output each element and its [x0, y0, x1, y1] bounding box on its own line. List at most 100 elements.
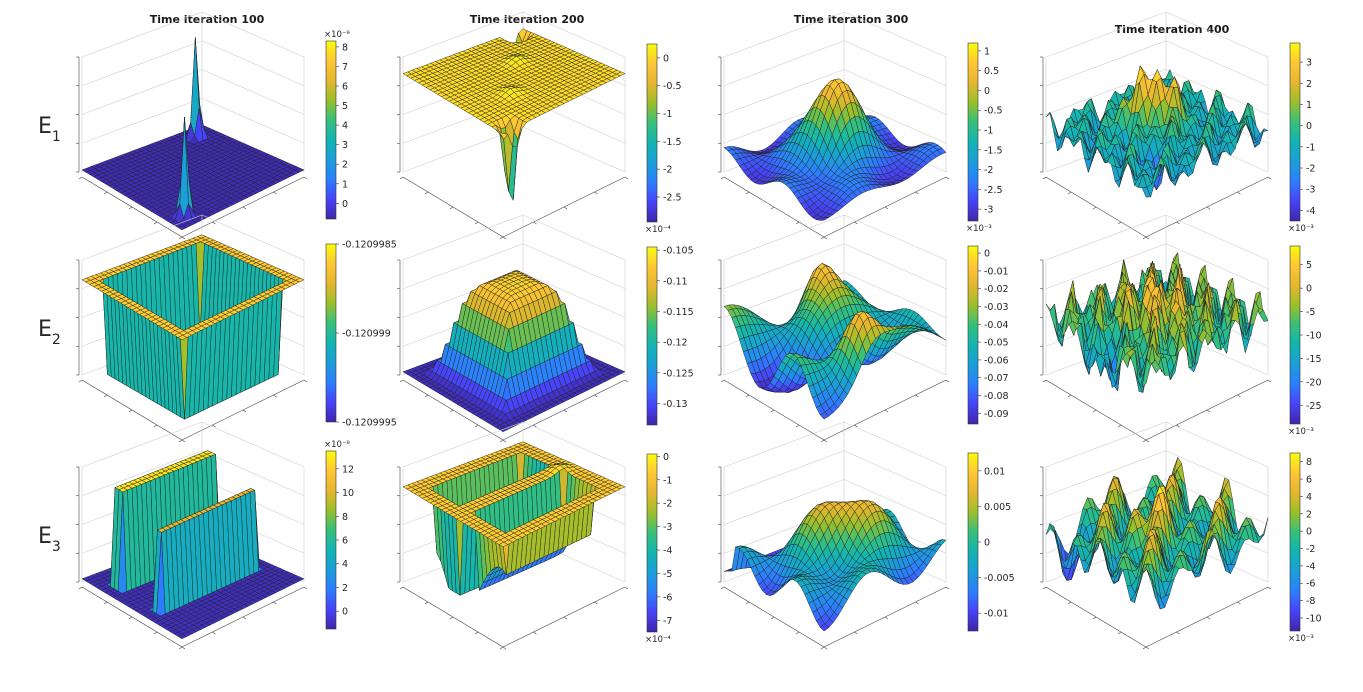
- colorbar-tick-label: -2: [663, 499, 672, 510]
- colorbar-tick-label: -2: [984, 165, 993, 176]
- colorbar-tick-label: 0: [342, 607, 348, 618]
- colorbar-tick-label: 8: [342, 512, 348, 523]
- axes-box: [81, 11, 305, 173]
- surface-mesh: [723, 263, 947, 420]
- colorbar-tick-label: 6: [342, 536, 348, 547]
- colorbar-tick-label: 8: [342, 42, 348, 53]
- colorbar-tick-label: -0.06: [984, 355, 1009, 366]
- panel-r2c1: -0.1209985 -0.120999 -0.1209995: [76, 214, 397, 443]
- colorbar-multiplier: ×10⁻³: [1288, 224, 1314, 234]
- colorbar-tick-label: -2: [663, 165, 672, 176]
- colorbar-tick-label: -2.5: [984, 185, 1003, 196]
- colorbar-tick-label: 3: [342, 140, 348, 151]
- colorbar: 0 -1 -2 -3 -4 -5 -6 -7 ×10⁻⁴: [645, 452, 672, 645]
- colorbar-tick-label: -0.120999: [342, 329, 391, 340]
- colorbar: -0.105 -0.11 -0.115 -0.12 -0.125 -0.13: [646, 246, 694, 426]
- colorbar-tick-label: -0.005: [984, 573, 1015, 584]
- colorbar-tick-label: -4: [663, 546, 672, 557]
- colorbar-tick-label: 2: [342, 160, 348, 171]
- column-title-1: Time iteration 100: [150, 13, 265, 26]
- colorbar-tick-label: -0.02: [984, 284, 1009, 295]
- colorbar: 5 0 -5 -10 -15 -20 -25 ×10⁻³: [1288, 245, 1322, 437]
- axis-lines: [718, 466, 950, 650]
- surface-mesh: [402, 28, 626, 201]
- colorbar-tick-label: -1: [984, 126, 993, 137]
- colorbar: 1 0.5 0 -0.5 -1 -1.5 -2 -2.5 -3 ×10⁻³: [966, 42, 1003, 234]
- colorbar-tick-label: 0: [984, 249, 990, 260]
- colorbar-tick-label: -0.5: [663, 81, 682, 92]
- surface-mesh: [402, 269, 626, 433]
- colorbar-tick-label: -1.5: [663, 137, 682, 148]
- colorbar: 8 6 4 2 0 -2 -4 -6 -8 -10 ×10⁻³: [1288, 452, 1322, 644]
- colorbar-tick-label: -0.105: [663, 246, 694, 257]
- colorbar-tick-label: 0.01: [984, 466, 1005, 477]
- panel-r2c3: 0 -0.01 -0.02 -0.03 -0.04 -0.05 -0.06 -0.07 -0.0…: [718, 214, 1009, 443]
- surface-mesh: [1045, 65, 1269, 198]
- colorbar-tick-label: 0.005: [984, 502, 1011, 513]
- colorbar-tick-label: -0.11: [663, 276, 688, 287]
- colorbar-tick-label: -0.13: [663, 399, 688, 410]
- colorbar-tick-label: -25: [1306, 401, 1322, 412]
- colorbar-tick-label: -2: [1306, 164, 1315, 175]
- row-label-2: E2: [38, 317, 61, 348]
- colorbar-tick-label: -3: [984, 205, 993, 216]
- panel-r3c3: 0.01 0.005 0 -0.005 -0.01: [718, 421, 1015, 650]
- colorbar-multiplier: ×10⁻³: [1288, 427, 1314, 437]
- colorbar-tick-label: 8: [1306, 457, 1312, 468]
- colorbar-tick-label: -1: [663, 109, 672, 120]
- surface-mesh: [1045, 252, 1269, 393]
- surface-mesh: [723, 500, 947, 632]
- colorbar-tick-label: -10: [1306, 331, 1322, 342]
- colorbar-tick-label: 2: [1306, 79, 1312, 90]
- colorbar-tick-label: 0: [663, 53, 669, 64]
- panel-r2c4: 5 0 -5 -10 -15 -20 -25 ×10⁻³: [1040, 214, 1322, 443]
- colorbar-tick-label: 5: [1306, 260, 1312, 271]
- colorbar-tick-label: -20: [1306, 377, 1322, 388]
- colorbar-tick-label: -8: [1306, 596, 1315, 607]
- colorbar-multiplier: ×10⁻³: [966, 224, 992, 234]
- surface-mesh: [81, 234, 305, 420]
- colorbar-tick-label: 2: [342, 583, 348, 594]
- colorbar-tick-label: -2.5: [663, 192, 682, 203]
- colorbar-tick-label: -5: [663, 569, 672, 580]
- colorbar: 12 10 8 6 4 2 0 ×10⁻⁹: [324, 440, 354, 630]
- axis-lines: [397, 466, 629, 650]
- colorbar-tick-label: -0.05: [984, 338, 1009, 349]
- colorbar-tick-label: 1: [1306, 100, 1312, 111]
- panel-r3c1: 12 10 8 6 4 2 0 ×10⁻⁹: [76, 421, 354, 650]
- colorbar-tick-label: 7: [342, 62, 348, 73]
- axis-lines: [718, 259, 950, 443]
- colorbar-tick-label: 6: [1306, 475, 1312, 486]
- colorbar: -0.1209985 -0.120999 -0.1209995: [325, 240, 397, 429]
- colorbar-tick-label: 4: [342, 559, 348, 570]
- axis-lines: [397, 56, 629, 240]
- colorbar-tick-label: -1.5: [984, 145, 1003, 156]
- colorbar-tick-label: -0.12: [663, 338, 688, 349]
- colorbar-tick-label: -0.09: [984, 409, 1009, 420]
- colorbar-tick-label: -5: [1306, 307, 1315, 318]
- panel-r3c4: 8 6 4 2 0 -2 -4 -6 -8 -10 ×10⁻³: [1040, 421, 1322, 650]
- panel-r3c2: 0 -1 -2 -3 -4 -5 -6 -7 ×10⁻⁴: [397, 421, 672, 650]
- colorbar-multiplier: ×10⁻⁴: [645, 225, 671, 235]
- colorbar-tick-label: -0.01: [984, 266, 1009, 277]
- panel-r2c2: -0.105 -0.11 -0.115 -0.12 -0.125 -0.13: [397, 214, 694, 443]
- colorbar-tick-label: 5: [342, 101, 348, 112]
- axis-lines: [76, 466, 308, 650]
- axis-lines: [1040, 466, 1272, 650]
- colorbar-tick-label: -1: [1306, 142, 1315, 153]
- colorbar-multiplier: ×10⁻³: [1288, 634, 1314, 644]
- colorbar-tick-label: -7: [663, 616, 672, 627]
- colorbar-tick-label: -3: [1306, 185, 1315, 196]
- colorbar-tick-label: -15: [1306, 354, 1322, 365]
- surface-mesh: [1045, 457, 1269, 610]
- axis-lines: [1040, 56, 1272, 240]
- colorbar-tick-label: 4: [342, 121, 348, 132]
- colorbar-tick-label: -4: [1306, 206, 1315, 217]
- row-label-3: E3: [38, 524, 61, 555]
- column-title-4: Time iteration 400: [1115, 23, 1230, 36]
- colorbar-tick-label: -6: [1306, 579, 1315, 590]
- colorbar: 0 -0.5 -1 -1.5 -2 -2.5 ×10⁻⁴: [645, 43, 682, 235]
- colorbar-multiplier: ×10⁻⁹: [324, 30, 350, 40]
- colorbar-multiplier: ×10⁻⁴: [645, 635, 671, 645]
